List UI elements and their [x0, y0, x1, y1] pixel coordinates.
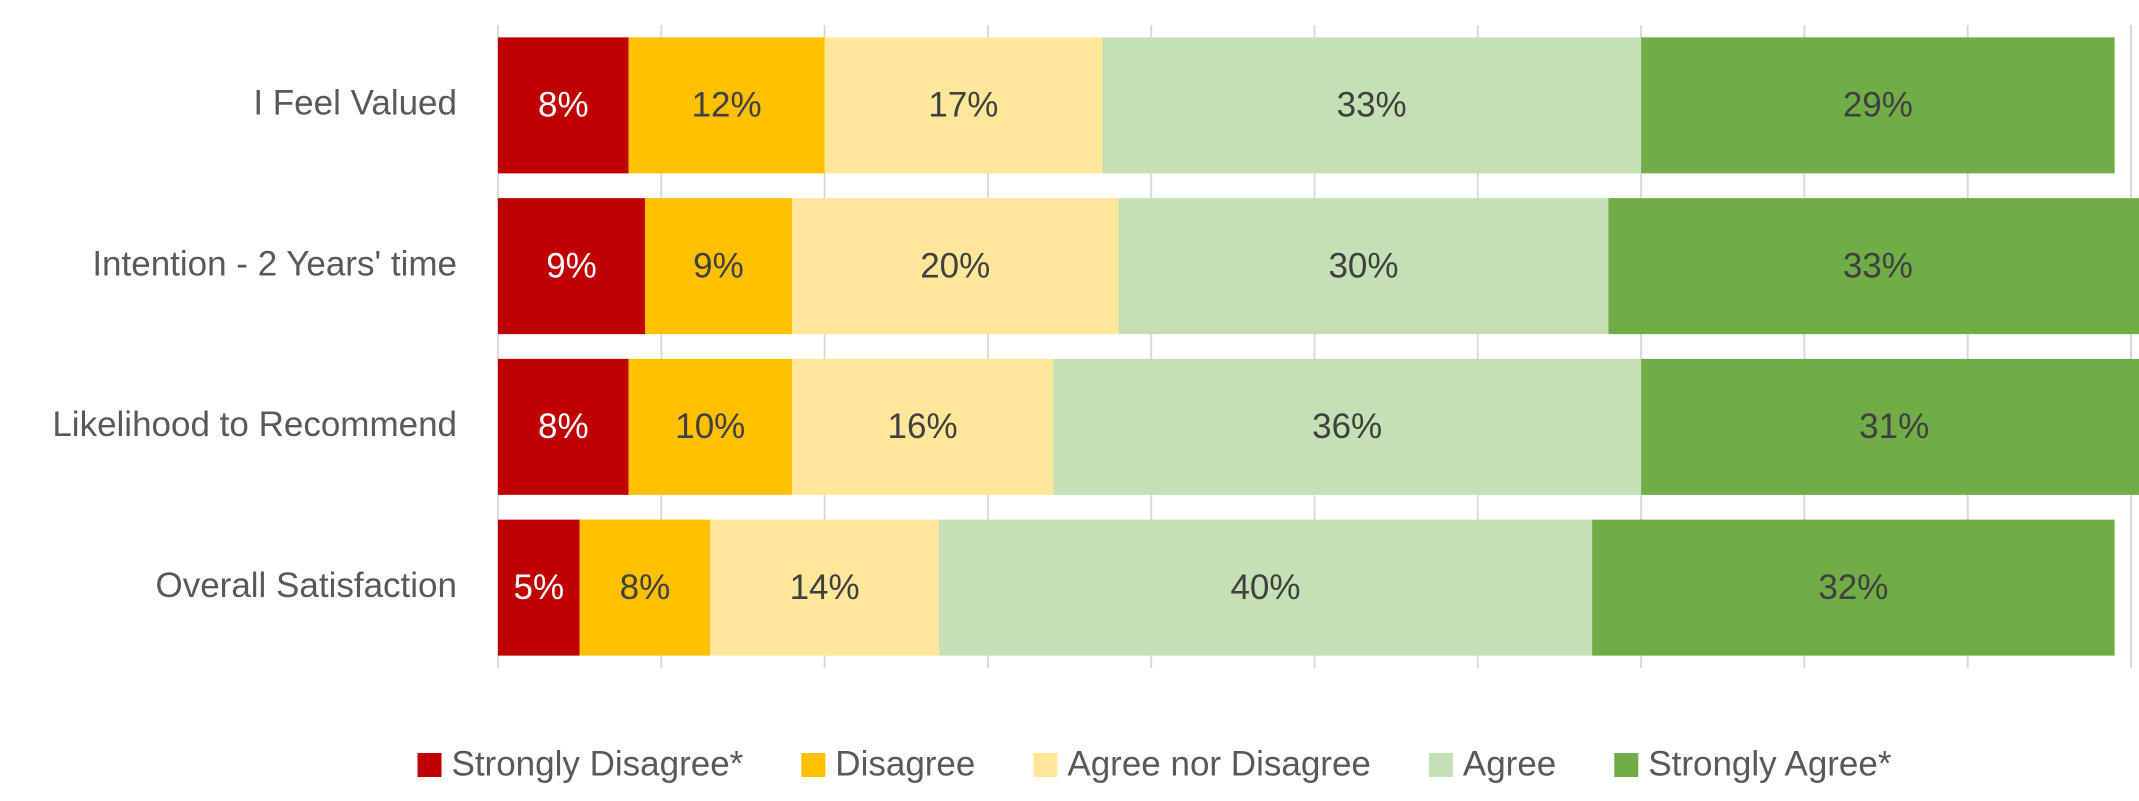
bar-segment [710, 519, 939, 656]
y-tick-label: Intention - 2 Years' time [92, 244, 457, 283]
legend-label: Strongly Agree* [1648, 744, 1892, 783]
data-label: 33% [1337, 86, 1407, 125]
bar-segment [498, 519, 580, 656]
data-label: 10% [675, 407, 745, 446]
bar-segment [498, 198, 645, 335]
bar-segment [1641, 358, 2139, 495]
data-label: 5% [514, 568, 565, 607]
bar-segment [1102, 37, 1642, 174]
legend-swatch [1428, 753, 1453, 777]
bar-segment [644, 198, 792, 335]
data-label: 30% [1328, 246, 1398, 285]
bar-segment [938, 519, 1593, 656]
data-label: 31% [1859, 407, 1929, 446]
bar-segment [1608, 198, 2139, 335]
legend-swatch [417, 753, 442, 777]
legend-swatch [801, 753, 826, 777]
legend-label: Agree [1463, 744, 1556, 783]
legend-label: Agree nor Disagree [1067, 744, 1371, 783]
data-label: 20% [920, 246, 990, 285]
bar-segment [791, 358, 1054, 495]
bar-segment [498, 358, 629, 495]
bar-segment [1118, 198, 1609, 335]
y-tick-label: I Feel Valued [253, 84, 457, 123]
data-label: 9% [693, 246, 744, 285]
data-label: 12% [692, 86, 762, 125]
y-tick-label: Likelihood to Recommend [52, 405, 457, 444]
data-label: 8% [538, 407, 589, 446]
legend-label: Disagree [835, 744, 975, 783]
data-label: 36% [1312, 407, 1382, 446]
bar-segment [579, 519, 711, 656]
data-label: 8% [538, 86, 589, 125]
data-label: 14% [790, 568, 860, 607]
data-label: 8% [620, 568, 671, 607]
bar-segment [1641, 37, 2115, 174]
legend-swatch [1614, 753, 1639, 777]
data-label: 33% [1843, 246, 1913, 285]
data-label: 40% [1230, 568, 1300, 607]
bar-segment [498, 37, 629, 174]
data-label: 16% [888, 407, 958, 446]
bar-segment [628, 358, 792, 495]
data-label: 29% [1843, 86, 1913, 125]
legend-swatch [1033, 753, 1058, 777]
bar-segment [1053, 358, 1642, 495]
bar-segment [791, 198, 1119, 335]
y-tick-label: Overall Satisfaction [155, 566, 457, 605]
data-label: 17% [928, 86, 998, 125]
bar-segment [824, 37, 1103, 174]
bar-segment [1592, 519, 2115, 656]
data-label: 32% [1818, 568, 1888, 607]
legend-label: Strongly Disagree* [451, 744, 743, 783]
data-label: 9% [546, 246, 597, 285]
bar-segment [628, 37, 825, 174]
